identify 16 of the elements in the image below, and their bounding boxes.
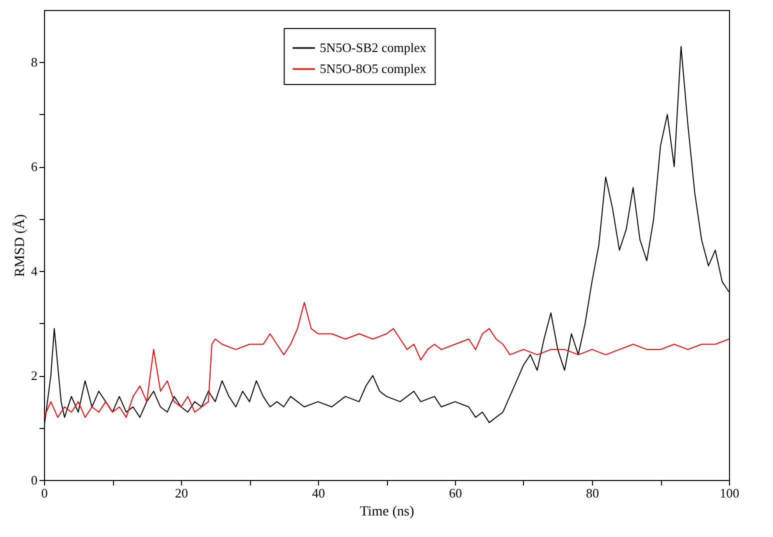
y-tick-label: 0 [31,472,38,488]
legend-label: 5N5O-SB2 complex [320,40,427,55]
x-tick-label: 60 [449,486,462,500]
x-axis-title: Time (ns) [360,504,414,520]
y-tick-label: 8 [31,54,38,70]
x-tick-label: 100 [720,486,740,500]
x-tick-label: 0 [41,486,48,500]
y-tick-label: 2 [31,368,38,384]
x-tick-label: 80 [586,486,599,500]
x-tick-label: 20 [175,486,188,500]
line-series [44,302,729,418]
x-tick-label: 40 [312,486,325,500]
y-tick-label: 6 [31,159,38,174]
y-axis-title: RMSD (Å) [12,214,28,277]
y-tick-label: 4 [31,264,38,279]
legend-label: 5N5O-8O5 complex [320,61,427,76]
